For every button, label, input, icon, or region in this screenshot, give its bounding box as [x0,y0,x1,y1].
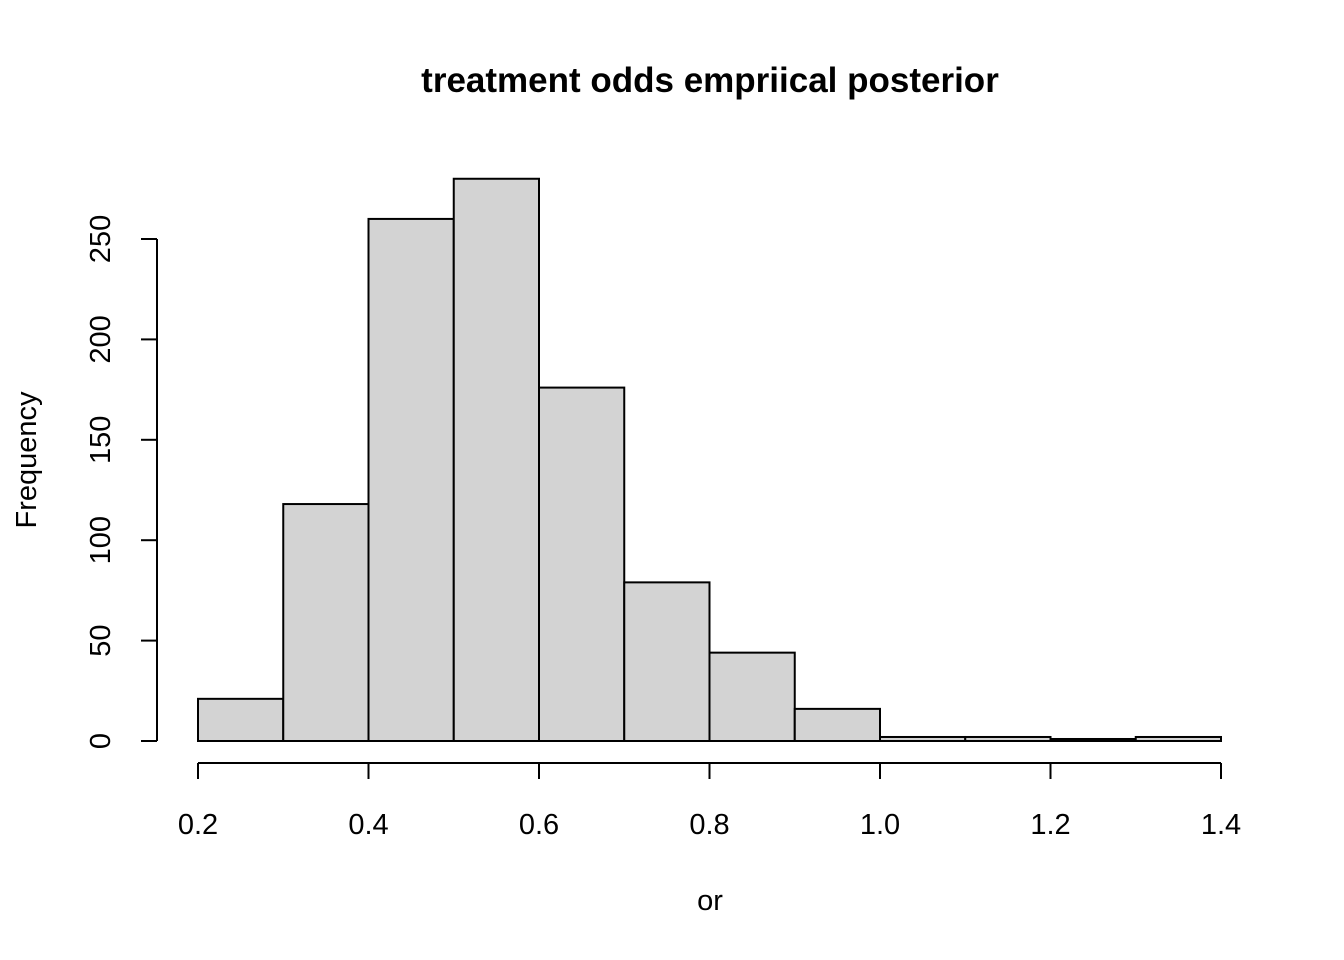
x-tick-label: 0.6 [519,809,559,841]
y-axis-label: Frequency [11,391,43,529]
y-tick-label: 250 [85,215,117,263]
y-tick-label: 200 [85,315,117,363]
bars-group [197,177,1222,743]
x-tick-label: 1.0 [860,809,900,841]
y-tick-label: 50 [85,624,117,656]
histogram-bar-7 [793,707,881,743]
histogram-bar-2 [367,217,455,743]
y-axis: 0 50 100 150 200 250 [85,215,158,749]
histogram-bar-1 [282,503,370,742]
histogram-bar-0 [197,697,285,742]
x-axis-label: or [697,885,723,917]
histogram-bar-4 [538,386,626,742]
x-tick-label: 0.4 [348,809,388,841]
histogram-bar-10 [1049,737,1137,743]
histogram-bar-11 [1134,735,1222,743]
y-tick-label: 0 [85,733,117,749]
histogram-bar-5 [623,581,711,742]
x-tick-label: 0.2 [178,809,218,841]
y-tick-label: 150 [85,416,117,464]
x-tick-label: 1.2 [1030,809,1070,841]
chart-title: treatment odds empriical posterior [421,61,999,100]
x-axis: 0.2 0.4 0.6 0.8 1.0 1.2 1.4 [178,762,1241,841]
histogram-bar-6 [708,651,796,743]
histogram-bar-9 [964,735,1052,743]
histogram-bar-8 [879,735,967,743]
histogram-bar-3 [452,177,540,742]
y-tick-label: 100 [85,516,117,564]
x-tick-label: 1.4 [1201,809,1241,841]
x-tick-label: 0.8 [689,809,729,841]
